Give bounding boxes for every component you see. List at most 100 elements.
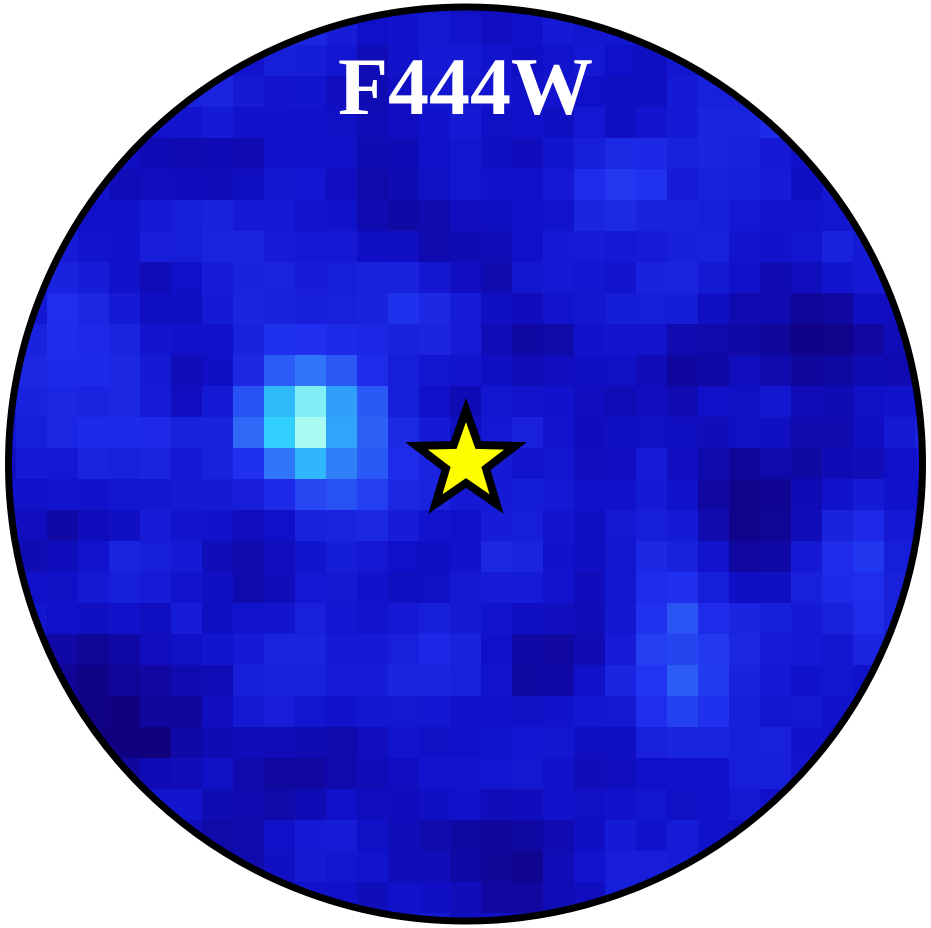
image-pixel: [574, 572, 606, 604]
image-pixel: [419, 355, 451, 387]
image-pixel: [357, 293, 389, 325]
image-pixel: [357, 200, 389, 232]
image-pixel: [636, 696, 668, 728]
image-pixel: [202, 758, 234, 790]
image-pixel: [295, 417, 327, 449]
image-pixel: [357, 76, 389, 108]
image-pixel: [295, 572, 327, 604]
image-pixel: [109, 200, 141, 232]
image-pixel: [47, 386, 79, 418]
image-pixel: [791, 572, 823, 604]
image-pixel: [16, 386, 48, 418]
image-pixel: [264, 138, 296, 170]
image-pixel: [729, 665, 761, 697]
image-pixel: [388, 200, 420, 232]
image-pixel: [140, 634, 172, 666]
image-pixel: [667, 603, 699, 635]
image-pixel: [140, 231, 172, 263]
image-pixel: [760, 572, 792, 604]
image-pixel: [357, 386, 389, 418]
image-pixel: [419, 45, 451, 77]
image-pixel: [853, 541, 885, 573]
image-pixel: [264, 231, 296, 263]
image-pixel: [512, 231, 544, 263]
image-pixel: [450, 324, 482, 356]
image-pixel: [698, 603, 730, 635]
image-pixel: [481, 138, 513, 170]
image-pixel: [264, 448, 296, 480]
image-pixel: [791, 510, 823, 542]
image-pixel: [574, 696, 606, 728]
image-pixel: [233, 572, 265, 604]
image-pixel: [388, 696, 420, 728]
image-pixel: [357, 107, 389, 139]
image-pixel: [419, 541, 451, 573]
image-pixel: [760, 758, 792, 790]
image-pixel: [512, 789, 544, 821]
image-pixel: [419, 293, 451, 325]
image-pixel: [295, 355, 327, 387]
image-pixel: [512, 386, 544, 418]
image-pixel: [667, 510, 699, 542]
image-pixel: [295, 262, 327, 294]
image-pixel: [264, 262, 296, 294]
image-pixel: [574, 510, 606, 542]
image-pixel: [574, 820, 606, 852]
image-pixel: [822, 231, 854, 263]
image-pixel: [574, 665, 606, 697]
image-pixel: [450, 665, 482, 697]
image-pixel: [636, 510, 668, 542]
image-pixel: [264, 200, 296, 232]
image-pixel: [636, 138, 668, 170]
image-pixel: [605, 448, 637, 480]
image-pixel: [295, 293, 327, 325]
image-pixel: [636, 417, 668, 449]
image-pixel: [264, 665, 296, 697]
image-pixel: [512, 696, 544, 728]
image-pixel: [140, 324, 172, 356]
image-pixel: [760, 541, 792, 573]
image-pixel: [729, 355, 761, 387]
image-pixel: [481, 634, 513, 666]
image-pixel: [295, 789, 327, 821]
image-pixel: [357, 262, 389, 294]
image-pixel: [853, 572, 885, 604]
image-pixel: [543, 231, 575, 263]
image-pixel: [636, 324, 668, 356]
image-pixel: [140, 355, 172, 387]
image-pixel: [698, 138, 730, 170]
image-pixel: [357, 510, 389, 542]
image-pixel: [481, 789, 513, 821]
image-pixel: [512, 448, 544, 480]
image-pixel: [884, 479, 916, 511]
image-pixel: [16, 479, 48, 511]
image-pixel: [357, 355, 389, 387]
image-pixel: [233, 355, 265, 387]
image-pixel: [202, 262, 234, 294]
image-pixel: [853, 417, 885, 449]
image-pixel: [667, 665, 699, 697]
image-pixel: [202, 417, 234, 449]
image-pixel: [791, 386, 823, 418]
image-pixel: [605, 200, 637, 232]
image-pixel: [605, 293, 637, 325]
image-pixel: [729, 324, 761, 356]
image-pixel: [388, 76, 420, 108]
image-pixel: [636, 479, 668, 511]
image-pixel: [140, 510, 172, 542]
image-pixel: [481, 603, 513, 635]
image-pixel: [481, 572, 513, 604]
image-pixel: [543, 386, 575, 418]
image-pixel: [450, 603, 482, 635]
image-pixel: [78, 510, 110, 542]
image-pixel: [605, 696, 637, 728]
image-pixel: [109, 665, 141, 697]
image-pixel: [109, 262, 141, 294]
image-pixel: [543, 510, 575, 542]
image-pixel: [450, 355, 482, 387]
image-pixel: [264, 634, 296, 666]
image-pixel: [791, 262, 823, 294]
image-pixel: [636, 200, 668, 232]
image-pixel: [171, 727, 203, 759]
image-pixel: [357, 448, 389, 480]
